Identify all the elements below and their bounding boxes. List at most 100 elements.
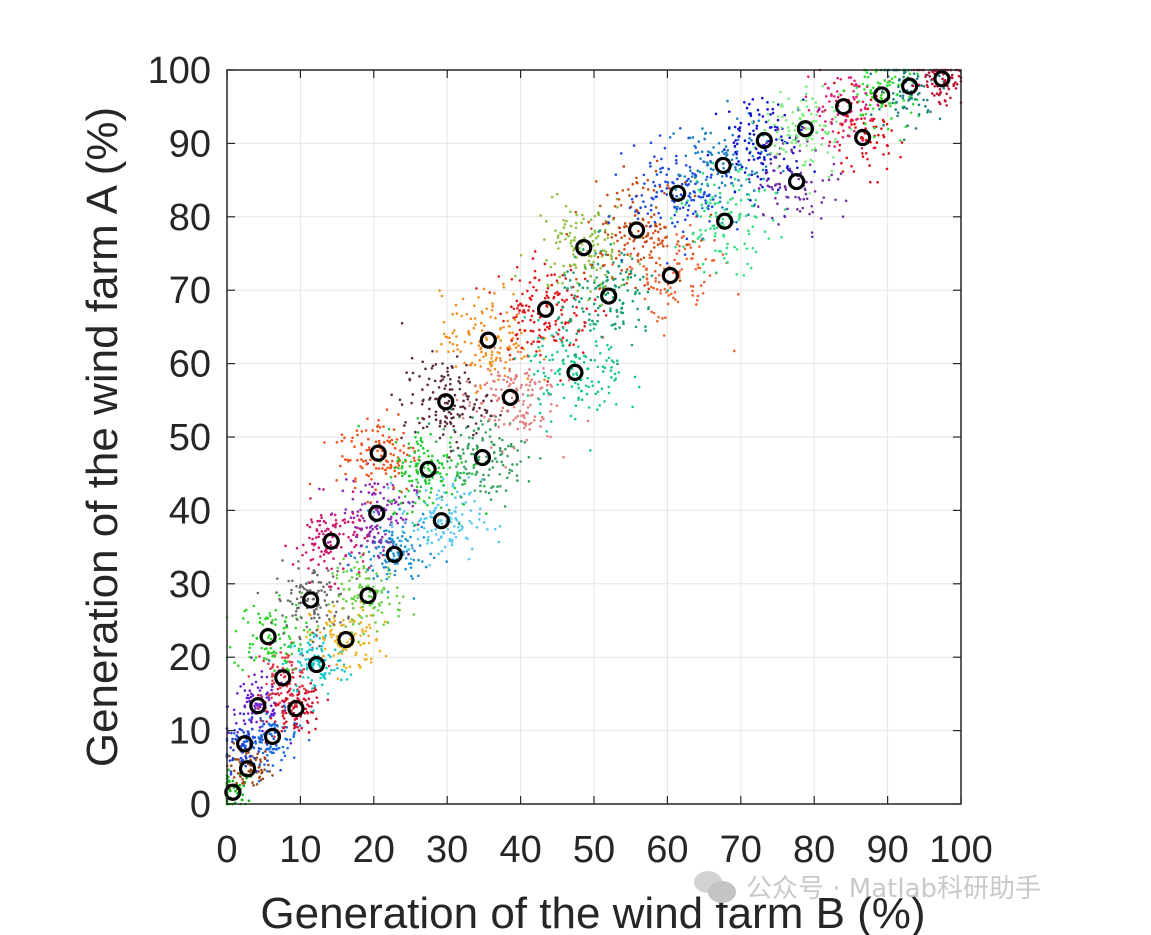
scatter-point xyxy=(301,676,305,679)
scatter-point xyxy=(917,83,921,87)
scatter-point xyxy=(642,256,646,260)
scatter-point xyxy=(768,126,772,129)
scatter-point xyxy=(652,180,655,184)
scatter-point xyxy=(786,207,789,211)
scatter-point xyxy=(449,412,453,416)
scatter-point xyxy=(445,422,449,425)
scatter-point xyxy=(587,318,591,322)
scatter-point xyxy=(592,266,595,270)
scatter-point xyxy=(408,562,411,565)
scatter-point xyxy=(709,167,713,171)
scatter-point xyxy=(367,491,371,494)
scatter-point xyxy=(327,551,331,555)
scatter-point xyxy=(678,279,682,283)
scatter-point xyxy=(842,89,845,92)
scatter-point xyxy=(292,667,296,671)
scatter-point xyxy=(868,119,872,122)
scatter-point xyxy=(831,117,834,121)
scatter-point xyxy=(355,651,358,654)
scatter-point xyxy=(362,460,365,463)
scatter-point xyxy=(657,237,660,241)
scatter-point xyxy=(283,706,287,709)
scatter-point xyxy=(440,522,444,526)
scatter-point xyxy=(842,129,845,133)
scatter-point xyxy=(682,245,685,248)
scatter-point xyxy=(288,738,292,741)
scatter-point xyxy=(261,738,264,741)
scatter-point xyxy=(308,628,312,632)
scatter-point xyxy=(478,512,481,516)
scatter-point xyxy=(281,745,285,749)
scatter-point xyxy=(386,483,389,486)
scatter-point xyxy=(708,274,712,277)
scatter-point xyxy=(439,506,443,510)
scatter-point xyxy=(453,393,457,397)
scatter-point xyxy=(456,462,460,466)
scatter-point xyxy=(466,397,470,401)
scatter-point xyxy=(591,319,594,323)
scatter-point xyxy=(510,339,514,342)
scatter-point xyxy=(498,484,502,488)
scatter-point xyxy=(404,537,408,541)
scatter-point xyxy=(365,526,368,529)
scatter-point xyxy=(364,629,368,633)
scatter-point xyxy=(370,477,373,481)
scatter-point xyxy=(699,196,703,199)
scatter-point xyxy=(409,535,412,539)
scatter-point xyxy=(346,520,350,524)
scatter-point xyxy=(531,330,535,333)
scatter-point xyxy=(261,751,265,755)
scatter-point xyxy=(617,286,621,289)
scatter-point xyxy=(876,180,879,184)
scatter-point xyxy=(506,454,509,458)
scatter-point xyxy=(240,728,244,732)
scatter-point xyxy=(421,416,424,420)
scatter-point xyxy=(268,614,272,618)
scatter-point xyxy=(240,798,244,802)
scatter-point xyxy=(260,768,263,772)
scatter-point xyxy=(296,618,299,621)
scatter-point xyxy=(442,484,445,487)
scatter-point xyxy=(329,632,332,636)
scatter-point xyxy=(525,383,528,387)
scatter-point xyxy=(705,206,709,210)
scatter-point xyxy=(275,748,278,751)
scatter-point xyxy=(386,486,390,490)
scatter-point xyxy=(563,271,566,275)
scatter-point xyxy=(636,288,639,292)
scatter-point xyxy=(537,345,540,349)
scatter-point xyxy=(512,381,515,385)
scatter-point xyxy=(688,243,691,247)
scatter-point xyxy=(694,151,697,155)
scatter-point xyxy=(905,107,909,110)
scatter-point xyxy=(732,184,735,188)
scatter-point xyxy=(636,252,640,256)
scatter-point xyxy=(374,508,378,511)
scatter-point xyxy=(275,591,278,594)
scatter-point xyxy=(229,746,232,749)
scatter-point xyxy=(872,117,876,121)
scatter-point xyxy=(361,605,365,609)
scatter-point xyxy=(361,628,364,631)
scatter-point xyxy=(284,616,288,619)
scatter-point xyxy=(386,439,389,443)
scatter-point xyxy=(563,273,567,277)
scatter-point xyxy=(521,310,525,314)
scatter-point xyxy=(637,229,640,233)
scatter-point xyxy=(828,100,831,103)
scatter-point xyxy=(291,614,294,618)
scatter-point xyxy=(631,405,634,409)
scatter-point xyxy=(422,521,425,524)
scatter-point xyxy=(445,453,449,457)
scatter-point xyxy=(527,455,531,459)
scatter-point xyxy=(780,126,783,129)
scatter-point xyxy=(311,631,315,635)
scatter-point xyxy=(366,539,369,543)
scatter-point xyxy=(648,256,652,260)
scatter-point xyxy=(544,374,547,378)
scatter-point xyxy=(584,384,588,388)
scatter-point xyxy=(522,426,526,430)
scatter-point xyxy=(685,237,689,241)
scatter-point xyxy=(551,353,554,357)
scatter-point xyxy=(894,108,898,111)
